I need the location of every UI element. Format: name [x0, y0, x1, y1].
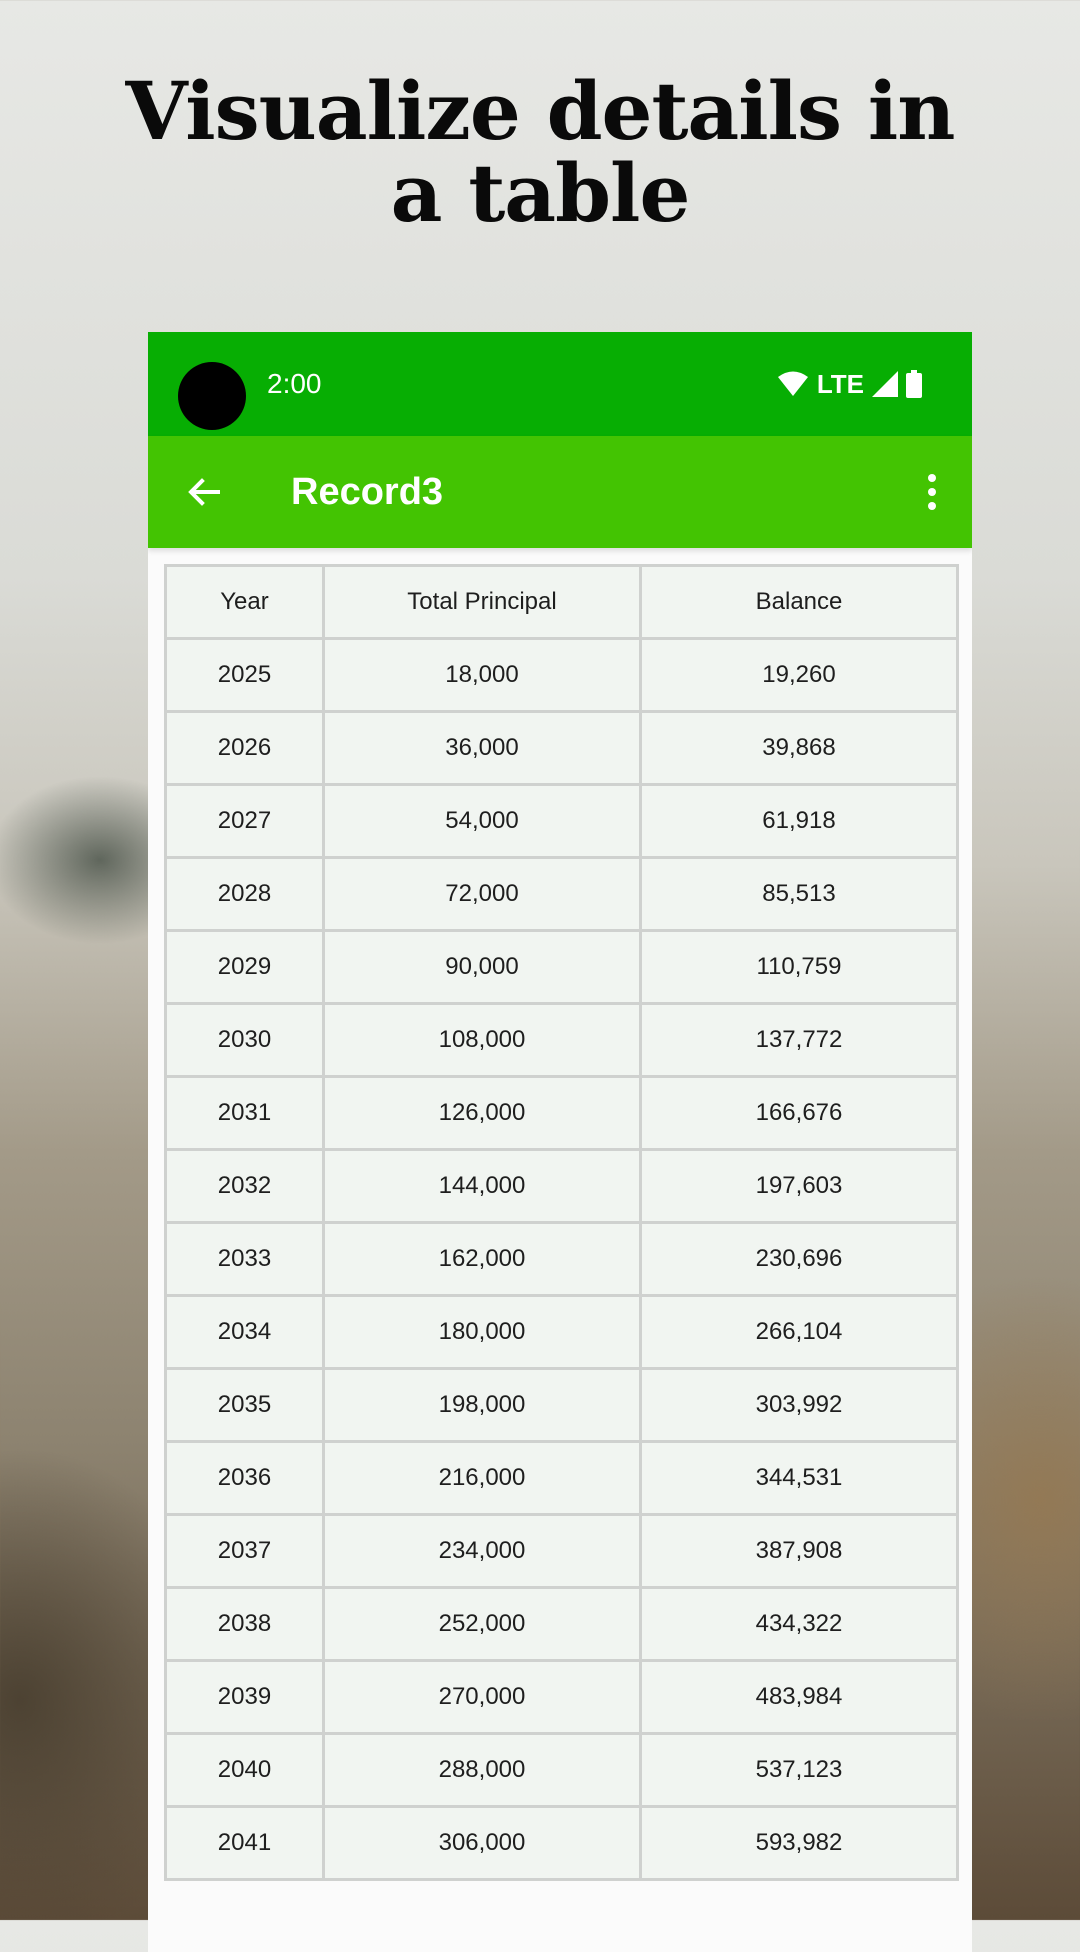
year-cell: 2032	[164, 1148, 325, 1224]
table-row: 2028 72,000 85,513	[164, 856, 959, 932]
year-cell: 2035	[164, 1367, 325, 1443]
year-cell: 2041	[164, 1805, 325, 1881]
table-row: 2036 216,000 344,531	[164, 1440, 959, 1516]
table-row: 2041 306,000 593,982	[164, 1805, 959, 1881]
balance-cell: 39,868	[639, 710, 959, 786]
year-cell: 2039	[164, 1659, 325, 1735]
table-row: 2035 198,000 303,992	[164, 1367, 959, 1443]
column-header-balance: Balance	[639, 564, 959, 640]
table-header-row: Year Total Principal Balance	[164, 564, 959, 640]
signal-icon	[872, 371, 898, 397]
total-principal-cell: 36,000	[322, 710, 642, 786]
total-principal-cell: 306,000	[322, 1805, 642, 1881]
wifi-icon	[777, 371, 808, 396]
balance-cell: 266,104	[639, 1294, 959, 1370]
network-type-label: LTE	[816, 369, 864, 399]
balance-cell: 110,759	[639, 929, 959, 1005]
status-time: 2:00	[267, 368, 322, 399]
balance-cell: 593,982	[639, 1805, 959, 1881]
table-row: 2038 252,000 434,322	[164, 1586, 959, 1662]
table-row: 2032 144,000 197,603	[164, 1148, 959, 1224]
more-vert-icon[interactable]	[924, 472, 940, 512]
year-cell: 2030	[164, 1002, 325, 1078]
year-cell: 2033	[164, 1221, 325, 1297]
balance-cell: 434,322	[639, 1586, 959, 1662]
balance-cell: 85,513	[639, 856, 959, 932]
details-table-container[interactable]: Year Total Principal Balance 2025 18,000…	[164, 564, 959, 1881]
balance-cell: 166,676	[639, 1075, 959, 1151]
table-row: 2037 234,000 387,908	[164, 1513, 959, 1589]
status-icons: LTE	[777, 368, 922, 400]
battery-icon	[906, 370, 922, 398]
table-row: 2039 270,000 483,984	[164, 1659, 959, 1735]
balance-cell: 483,984	[639, 1659, 959, 1735]
year-cell: 2037	[164, 1513, 325, 1589]
table-row: 2025 18,000 19,260	[164, 637, 959, 713]
balance-cell: 61,918	[639, 783, 959, 859]
balance-cell: 230,696	[639, 1221, 959, 1297]
table-row: 2030 108,000 137,772	[164, 1002, 959, 1078]
phone-screen: 2:00 LTE Record3	[148, 332, 972, 1952]
column-header-year: Year	[164, 564, 325, 640]
app-bar: Record3	[148, 436, 972, 548]
table-row: 2029 90,000 110,759	[164, 929, 959, 1005]
camera-cutout	[178, 362, 246, 430]
year-cell: 2026	[164, 710, 325, 786]
promo-headline: Visualize details in a table	[0, 70, 1080, 234]
table-row: 2031 126,000 166,676	[164, 1075, 959, 1151]
balance-cell: 537,123	[639, 1732, 959, 1808]
total-principal-cell: 216,000	[322, 1440, 642, 1516]
app-title: Record3	[291, 471, 444, 513]
year-cell: 2029	[164, 929, 325, 1005]
promo-headline-line2: a table	[390, 146, 691, 240]
table-row: 2034 180,000 266,104	[164, 1294, 959, 1370]
total-principal-cell: 108,000	[322, 1002, 642, 1078]
status-bar: 2:00 LTE	[148, 332, 972, 436]
table-row: 2033 162,000 230,696	[164, 1221, 959, 1297]
year-cell: 2040	[164, 1732, 325, 1808]
details-table: Year Total Principal Balance 2025 18,000…	[164, 564, 959, 1881]
year-cell: 2038	[164, 1586, 325, 1662]
balance-cell: 303,992	[639, 1367, 959, 1443]
balance-cell: 387,908	[639, 1513, 959, 1589]
table-row: 2026 36,000 39,868	[164, 710, 959, 786]
total-principal-cell: 72,000	[322, 856, 642, 932]
total-principal-cell: 126,000	[322, 1075, 642, 1151]
balance-cell: 137,772	[639, 1002, 959, 1078]
total-principal-cell: 162,000	[322, 1221, 642, 1297]
balance-cell: 19,260	[639, 637, 959, 713]
table-row: 2027 54,000 61,918	[164, 783, 959, 859]
year-cell: 2031	[164, 1075, 325, 1151]
total-principal-cell: 90,000	[322, 929, 642, 1005]
total-principal-cell: 252,000	[322, 1586, 642, 1662]
year-cell: 2028	[164, 856, 325, 932]
year-cell: 2036	[164, 1440, 325, 1516]
total-principal-cell: 198,000	[322, 1367, 642, 1443]
year-cell: 2027	[164, 783, 325, 859]
total-principal-cell: 180,000	[322, 1294, 642, 1370]
total-principal-cell: 144,000	[322, 1148, 642, 1224]
year-cell: 2025	[164, 637, 325, 713]
total-principal-cell: 18,000	[322, 637, 642, 713]
total-principal-cell: 54,000	[322, 783, 642, 859]
total-principal-cell: 234,000	[322, 1513, 642, 1589]
balance-cell: 197,603	[639, 1148, 959, 1224]
promo-headline-line1: Visualize details in	[125, 64, 956, 158]
table-row: 2040 288,000 537,123	[164, 1732, 959, 1808]
year-cell: 2034	[164, 1294, 325, 1370]
column-header-total-principal: Total Principal	[322, 564, 642, 640]
arrow-back-icon[interactable]	[184, 472, 224, 512]
total-principal-cell: 288,000	[322, 1732, 642, 1808]
balance-cell: 344,531	[639, 1440, 959, 1516]
total-principal-cell: 270,000	[322, 1659, 642, 1735]
